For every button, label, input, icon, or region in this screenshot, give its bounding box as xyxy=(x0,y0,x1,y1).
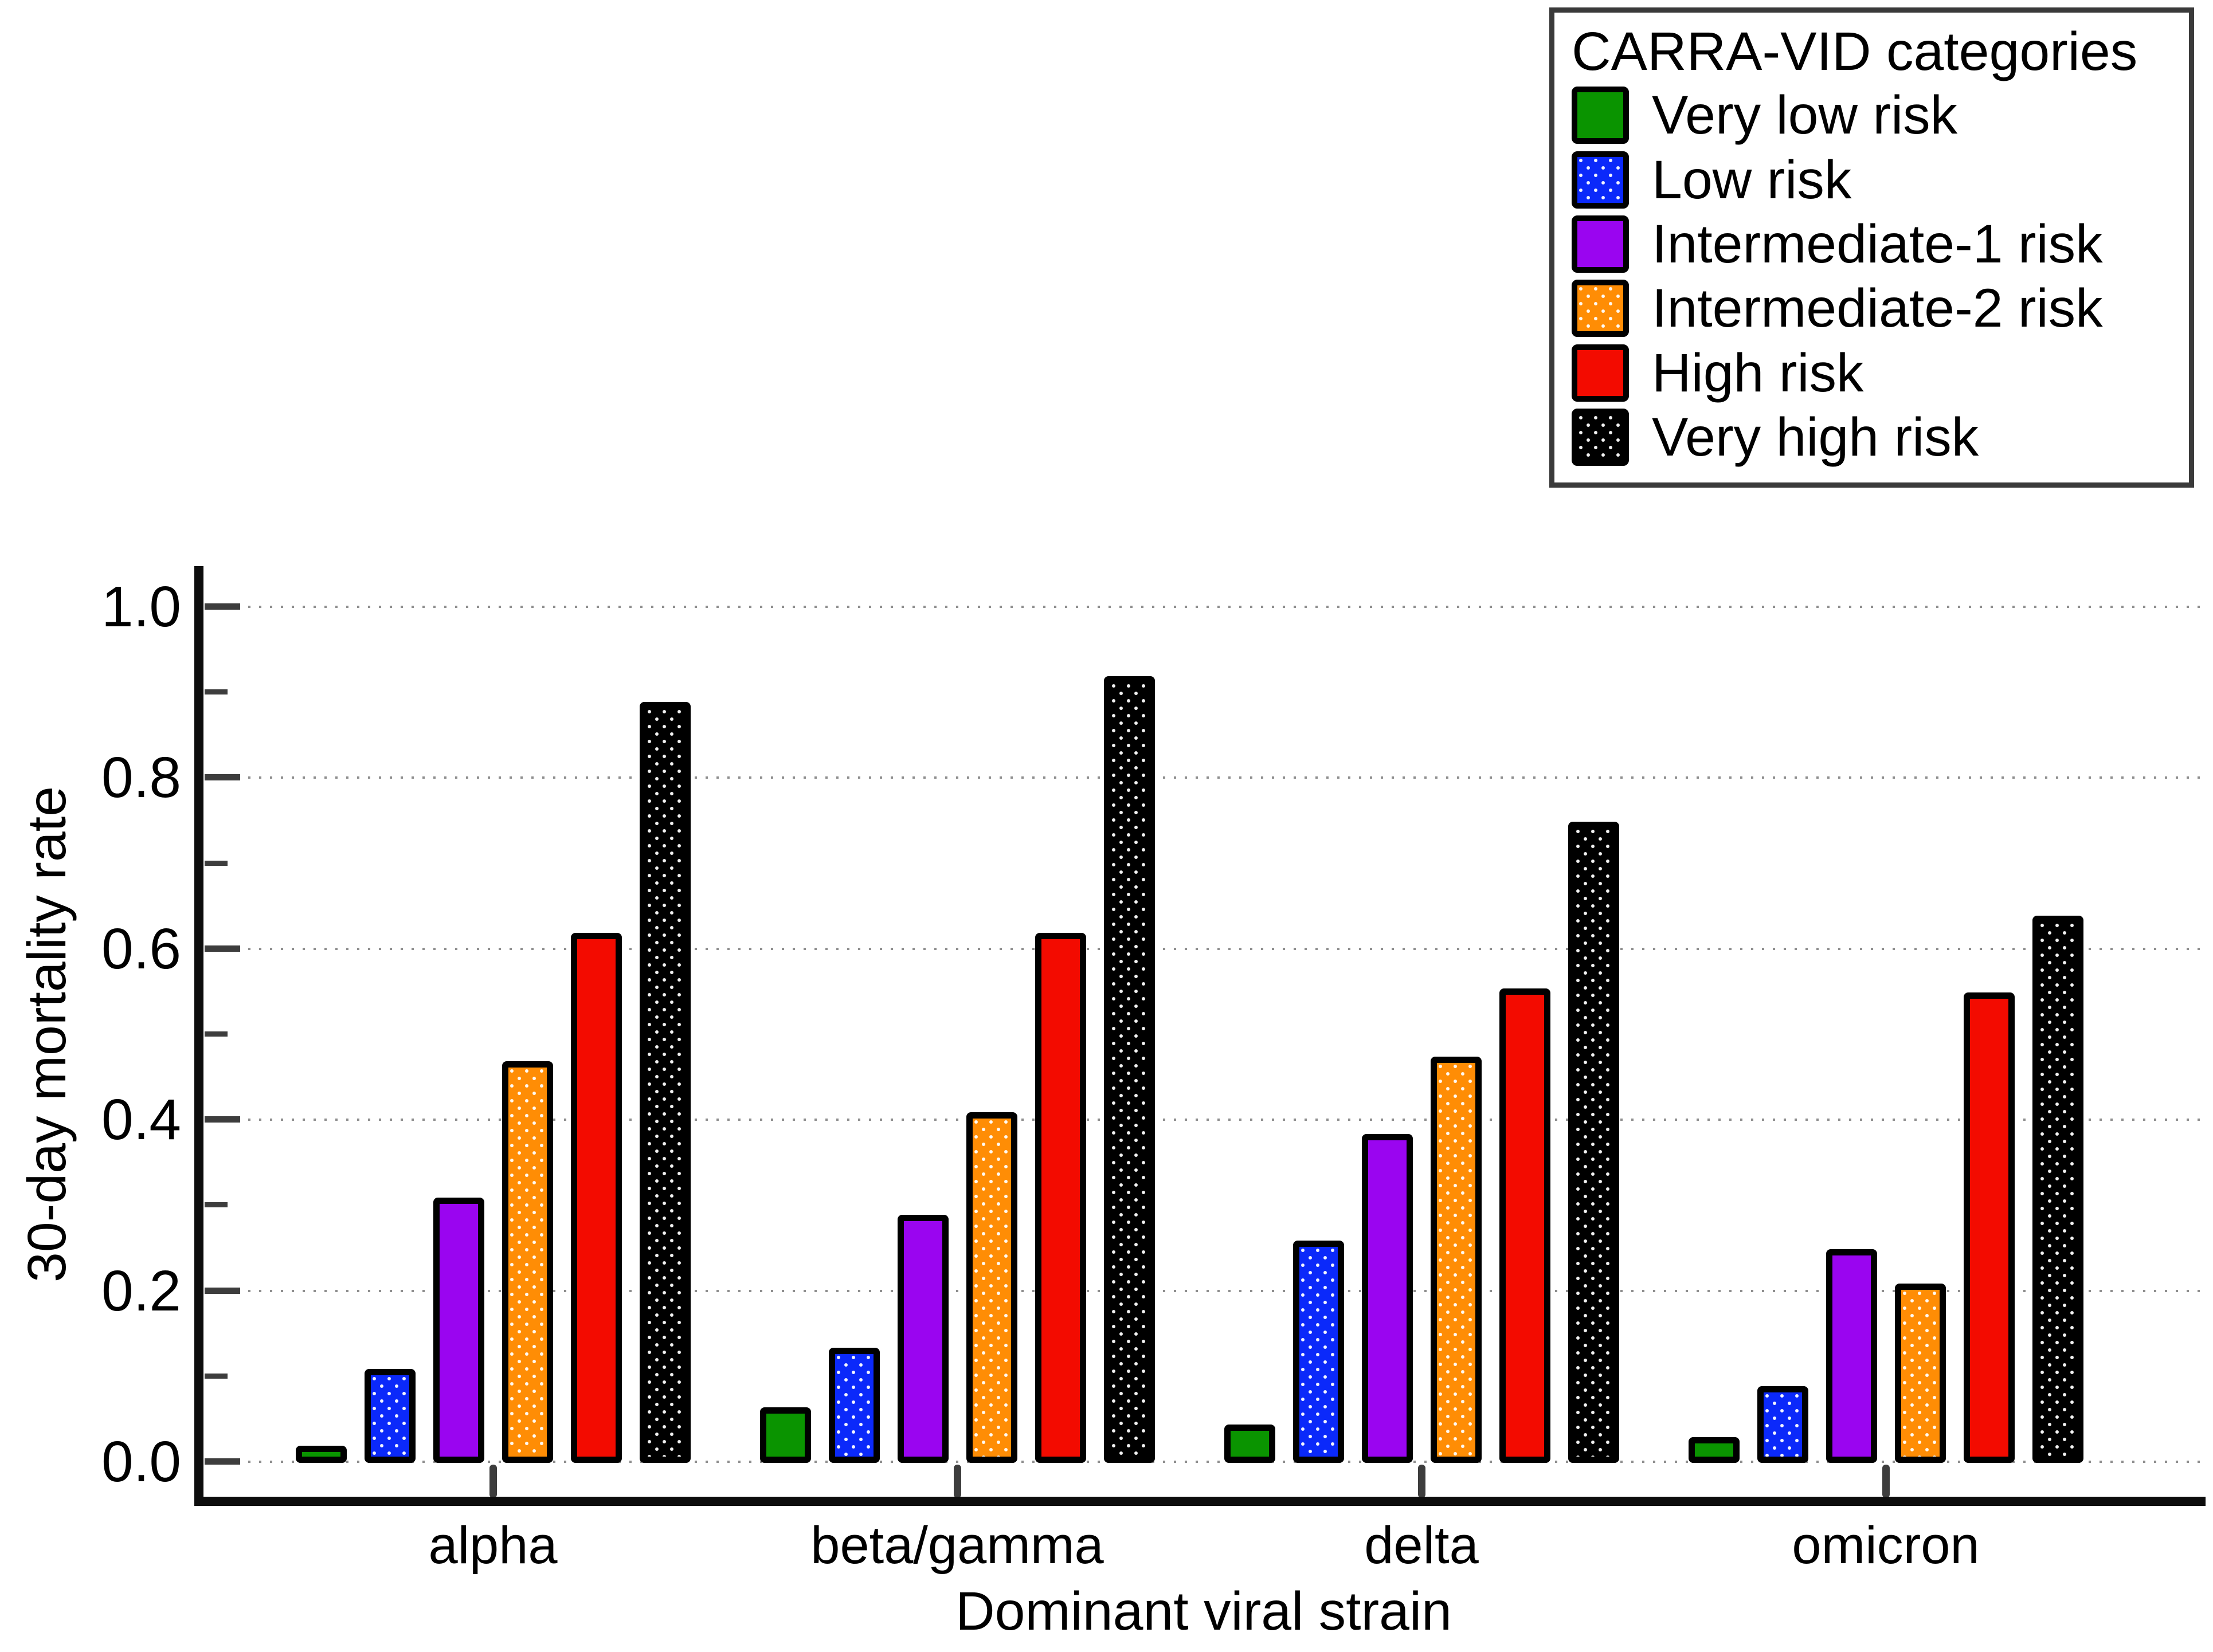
bar-omicron-very-low-risk xyxy=(1689,1437,1740,1463)
bar-delta-very-high-risk xyxy=(1568,822,1619,1463)
x-tick xyxy=(1418,1465,1425,1498)
y-axis-spine xyxy=(194,566,203,1506)
y-tick-label: 1.0 xyxy=(101,575,181,639)
y-tick-major xyxy=(205,774,240,780)
y-tick-minor xyxy=(205,861,228,866)
bar-beta-gamma-high-risk xyxy=(1035,933,1086,1463)
bar-beta-gamma-intermediate-1-risk xyxy=(898,1215,949,1463)
y-gridline xyxy=(205,1290,2203,1292)
legend-label: Low risk xyxy=(1652,149,1852,210)
x-category-label-beta-gamma: beta/gamma xyxy=(810,1516,1104,1575)
legend-title: CARRA-VID categories xyxy=(1572,21,2138,82)
x-category-label-delta: delta xyxy=(1364,1516,1479,1575)
y-tick-label: 0.2 xyxy=(101,1259,181,1323)
bar-alpha-intermediate-2-risk xyxy=(502,1061,553,1463)
x-axis-title: Dominant viral strain xyxy=(955,1581,1452,1642)
legend-item-very-low-risk: Very low risk xyxy=(1572,84,2173,147)
legend-item-low-risk: Low risk xyxy=(1572,148,2173,211)
y-tick-label: 0.6 xyxy=(101,917,181,981)
y-tick-minor xyxy=(205,1374,228,1379)
y-tick-major xyxy=(205,1116,240,1123)
bar-beta-gamma-very-high-risk xyxy=(1104,676,1155,1463)
y-tick-minor xyxy=(205,1202,228,1207)
legend-item-high-risk: High risk xyxy=(1572,342,2173,405)
bar-beta-gamma-low-risk xyxy=(829,1348,880,1463)
legend-swatch-low-risk-icon xyxy=(1572,151,1629,209)
y-tick-major xyxy=(205,1288,240,1294)
bar-delta-intermediate-1-risk xyxy=(1362,1134,1413,1463)
legend-swatch-very-low-risk-icon xyxy=(1572,87,1629,144)
y-tick-minor xyxy=(205,1031,228,1037)
y-tick-label: 0.4 xyxy=(101,1088,181,1152)
x-category-label-alpha: alpha xyxy=(428,1516,558,1575)
y-gridline xyxy=(205,776,2203,779)
legend-label: Very high risk xyxy=(1652,406,1979,468)
bar-beta-gamma-intermediate-2-risk xyxy=(966,1112,1017,1463)
y-tick-label: 0.8 xyxy=(101,745,181,810)
legend-swatch-high-risk-icon xyxy=(1572,344,1629,402)
legend-swatch-intermediate-1-risk-icon xyxy=(1572,215,1629,273)
y-gridline xyxy=(205,948,2203,950)
bar-omicron-low-risk xyxy=(1757,1386,1808,1463)
y-tick-minor xyxy=(205,689,228,694)
bar-delta-high-risk xyxy=(1499,988,1550,1463)
bar-beta-gamma-very-low-risk xyxy=(760,1407,811,1463)
x-tick xyxy=(489,1465,497,1498)
y-tick-label: 0.0 xyxy=(101,1430,181,1494)
y-gridline xyxy=(205,606,2203,608)
bar-delta-very-low-risk xyxy=(1224,1425,1275,1463)
y-gridline xyxy=(205,1461,2203,1463)
legend-label: Intermediate-2 risk xyxy=(1652,278,2103,339)
bar-alpha-low-risk xyxy=(365,1369,416,1463)
x-category-label-omicron: omicron xyxy=(1792,1516,1980,1575)
legend-swatch-very-high-risk-icon xyxy=(1572,408,1629,466)
bar-alpha-intermediate-1-risk xyxy=(433,1198,484,1463)
bar-alpha-high-risk xyxy=(571,933,622,1463)
bar-alpha-very-high-risk xyxy=(640,702,691,1463)
legend-item-intermediate-2-risk: Intermediate-2 risk xyxy=(1572,277,2173,340)
legend-swatch-intermediate-2-risk-icon xyxy=(1572,280,1629,338)
legend-item-intermediate-1-risk: Intermediate-1 risk xyxy=(1572,213,2173,276)
x-axis-spine xyxy=(194,1497,2206,1506)
bar-alpha-very-low-risk xyxy=(296,1446,347,1463)
y-axis-title: 30-day mortality rate xyxy=(17,786,77,1282)
bar-delta-low-risk xyxy=(1293,1241,1344,1463)
bar-omicron-intermediate-1-risk xyxy=(1826,1249,1877,1463)
x-tick xyxy=(1882,1465,1890,1498)
legend-item-very-high-risk: Very high risk xyxy=(1572,406,2173,469)
y-tick-major xyxy=(205,945,240,952)
y-tick-major xyxy=(205,1458,240,1465)
bar-omicron-high-risk xyxy=(1964,992,2015,1463)
legend-label: Very low risk xyxy=(1652,85,1958,146)
legend: CARRA-VID categories Very low risk Low ri… xyxy=(1549,7,2194,488)
legend-label: Intermediate-1 risk xyxy=(1652,213,2103,274)
bar-omicron-very-high-risk xyxy=(2032,916,2083,1463)
x-tick xyxy=(954,1465,961,1498)
y-tick-major xyxy=(205,603,240,610)
bar-omicron-intermediate-2-risk xyxy=(1895,1284,1946,1463)
y-gridline xyxy=(205,1119,2203,1121)
legend-label: High risk xyxy=(1652,342,1864,403)
bar-delta-intermediate-2-risk xyxy=(1431,1057,1482,1463)
